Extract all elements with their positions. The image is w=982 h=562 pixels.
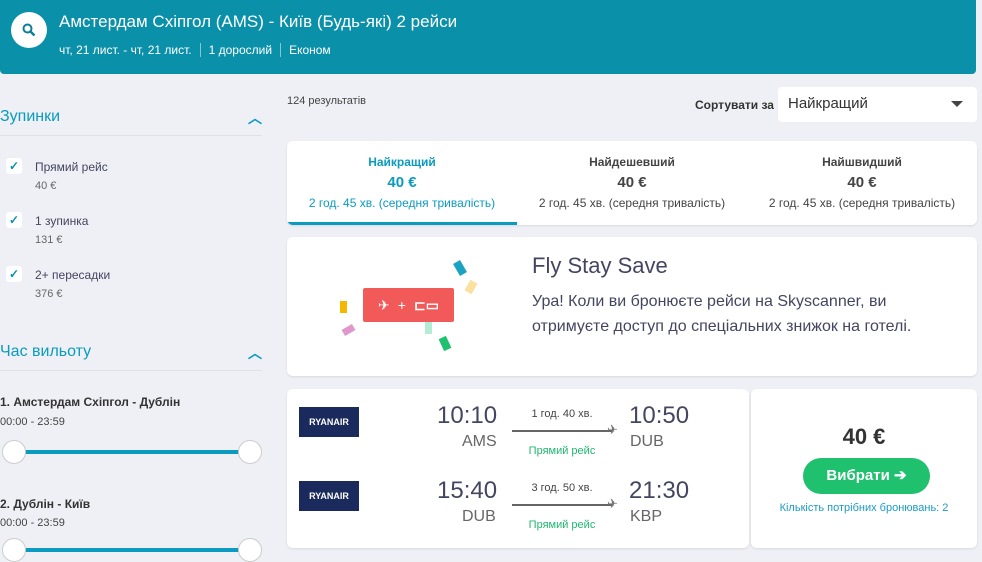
departure-time: 10:10 (437, 402, 498, 429)
flight-itinerary[interactable]: RYANAIR 10:10 AMS 1 год. 40 хв. ✈ Прямий… (287, 389, 749, 548)
plane-icon: ✈ (607, 422, 618, 437)
direct-label: Прямий рейс (528, 519, 596, 531)
promo-banner[interactable]: ✈ + ⊏▭ Fly Stay Save Ура! Коли ви бронюєте… (287, 237, 977, 376)
route-line (512, 430, 612, 432)
route-label: 1. Амстердам Схіпгол - Дублін (0, 395, 181, 409)
sort-label: Сортувати за (695, 98, 774, 112)
tab-cheapest[interactable]: Найдешевший 40 €2 год. 45 хв. (середня тр… (538, 155, 726, 210)
departure-airport: AMS (462, 433, 497, 450)
ryanair-logo: RYANAIR (299, 407, 359, 437)
ryanair-logo: RYANAIR (299, 481, 359, 511)
bed-icon: ⊏▭ (413, 296, 439, 313)
time-range: 00:00 - 23:59 (0, 517, 65, 529)
slider-handle-start[interactable] (2, 538, 26, 562)
checkbox-direct[interactable]: ✓ (6, 158, 22, 174)
promo-text-2: отримуєте доступ до спеціальних знижок н… (532, 318, 912, 335)
time-range: 00:00 - 23:59 (0, 416, 65, 428)
departure-title: Час вильоту (0, 343, 92, 360)
price-panel: 40 € Вибрати ➔ Кількість потрібних броню… (751, 389, 977, 548)
checkbox-2plus-stops[interactable]: ✓ (6, 266, 22, 282)
passengers: 1 дорослий (199, 43, 280, 57)
direct-label: Прямий рейс (528, 445, 596, 457)
stop-label: 1 зупинка (35, 214, 89, 228)
stops-section-toggle[interactable]: Зупинки ︿ (0, 108, 262, 126)
caret-down-icon (951, 101, 963, 107)
sort-select[interactable]: Найкращий (778, 87, 977, 122)
stop-label: Прямий рейс (35, 160, 108, 174)
arrival-airport: DUB (630, 433, 664, 450)
search-header[interactable]: Амстердам Схіпгол (AMS) - Київ (Будь-які… (0, 0, 976, 74)
departure-section-toggle[interactable]: Час вильоту ︿ (0, 343, 262, 361)
stop-price: 376 € (35, 288, 63, 300)
departure-time: 15:40 (437, 477, 498, 504)
chevron-up-icon: ︿ (248, 345, 262, 361)
flight-hotel-badge: ✈ + ⊏▭ (363, 288, 454, 322)
cabin-class: Економ (280, 43, 339, 57)
leg-duration: 1 год. 40 хв. (531, 408, 593, 420)
plane-icon: ✈ (378, 296, 390, 313)
divider (0, 135, 262, 136)
plane-icon: ✈ (607, 496, 618, 511)
arrival-time: 21:30 (629, 477, 690, 504)
checkbox-1-stop[interactable]: ✓ (6, 212, 22, 228)
leg-duration: 3 год. 50 хв. (531, 482, 593, 494)
results-count: 124 результатів (287, 95, 366, 107)
time-slider-track[interactable] (14, 548, 250, 552)
stop-price: 131 € (35, 234, 63, 246)
search-title: Амстердам Схіпгол (AMS) - Київ (Будь-які… (59, 12, 458, 31)
select-button[interactable]: Вибрати ➔ (803, 458, 930, 494)
promo-title: Fly Stay Save (532, 253, 668, 278)
route-line (512, 504, 612, 506)
slider-handle-end[interactable] (238, 538, 262, 562)
promo-text-1: Ура! Коли ви бронюєте рейси на Skyscanne… (532, 293, 887, 310)
sort-tabs: Найкращий 40 €2 год. 45 хв. (середня трив… (287, 141, 977, 225)
arrival-airport: KBP (630, 508, 663, 525)
sort-value: Найкращий (788, 95, 868, 112)
tab-fastest[interactable]: Найшвидший 40 €2 год. 45 хв. (середня три… (768, 155, 956, 210)
slider-handle-start[interactable] (2, 440, 26, 464)
search-button[interactable] (11, 12, 47, 48)
arrival-time: 10:50 (629, 402, 690, 429)
chevron-up-icon: ︿ (248, 110, 262, 126)
route-label: 2. Дублін - Київ (0, 497, 91, 511)
search-icon (22, 23, 36, 37)
tab-best[interactable]: Найкращий 40 €2 год. 45 хв. (середня трив… (287, 141, 517, 225)
slider-handle-end[interactable] (238, 440, 262, 464)
stops-title: Зупинки (0, 108, 61, 125)
flight-price: 40 € (842, 424, 886, 449)
bookings-required-link[interactable]: Кількість потрібних бронювань: 2 (779, 502, 949, 514)
search-details: чт, 21 лист. - чт, 21 лист. 1 дорослий Е… (59, 43, 339, 57)
departure-airport: DUB (462, 508, 496, 525)
stop-label: 2+ пересадки (35, 268, 111, 282)
time-slider-track[interactable] (14, 450, 250, 454)
dates: чт, 21 лист. - чт, 21 лист. (59, 43, 192, 57)
divider (0, 370, 262, 371)
stop-price: 40 € (35, 180, 57, 192)
